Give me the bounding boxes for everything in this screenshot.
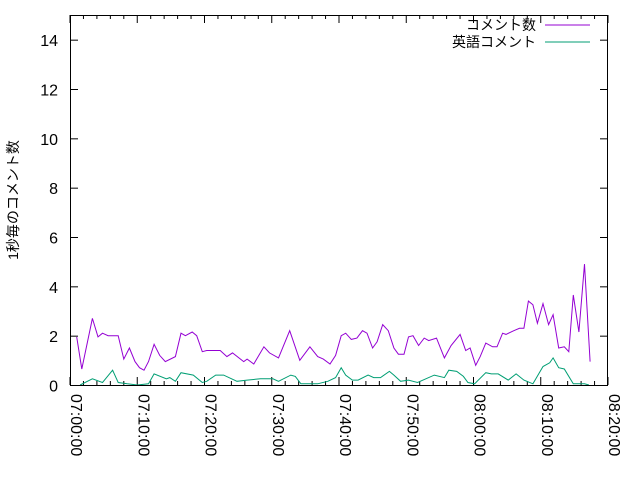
x-tick-label: 07:00:00 — [67, 394, 84, 456]
plot-border — [70, 15, 608, 386]
x-tick-label: 07:30:00 — [269, 394, 286, 456]
y-tick-label: 6 — [49, 231, 58, 248]
legend-label: コメント数 — [466, 17, 536, 33]
y-tick-label: 4 — [49, 280, 58, 297]
y-tick-label: 0 — [49, 379, 58, 396]
x-tick-label: 08:00:00 — [471, 394, 488, 456]
y-tick-label: 2 — [49, 329, 58, 346]
x-tick-label: 07:20:00 — [202, 394, 219, 456]
y-tick-label: 14 — [40, 33, 58, 50]
series-group — [76, 264, 591, 386]
y-axis-label: 1秒毎のコメント数 — [5, 140, 21, 260]
x-tick-label: 08:20:00 — [605, 394, 622, 456]
y-tick-label: 12 — [40, 83, 58, 100]
legend-label: 英語コメント — [452, 34, 536, 50]
x-tick-label: 07:50:00 — [403, 394, 420, 456]
y-tick-label: 10 — [40, 132, 58, 149]
x-tick-label: 07:40:00 — [336, 394, 353, 456]
x-tick-label: 07:10:00 — [134, 394, 151, 456]
series-line-english-comments — [79, 356, 590, 386]
series-line-comments — [76, 264, 591, 371]
axes: 0 2 4 6 8 10 12 14 07:00:00 07:10:00 07:20:00 07:30… — [40, 15, 622, 456]
y-tick-label: 8 — [49, 181, 58, 198]
x-tick-label: 08:10:00 — [538, 394, 555, 456]
